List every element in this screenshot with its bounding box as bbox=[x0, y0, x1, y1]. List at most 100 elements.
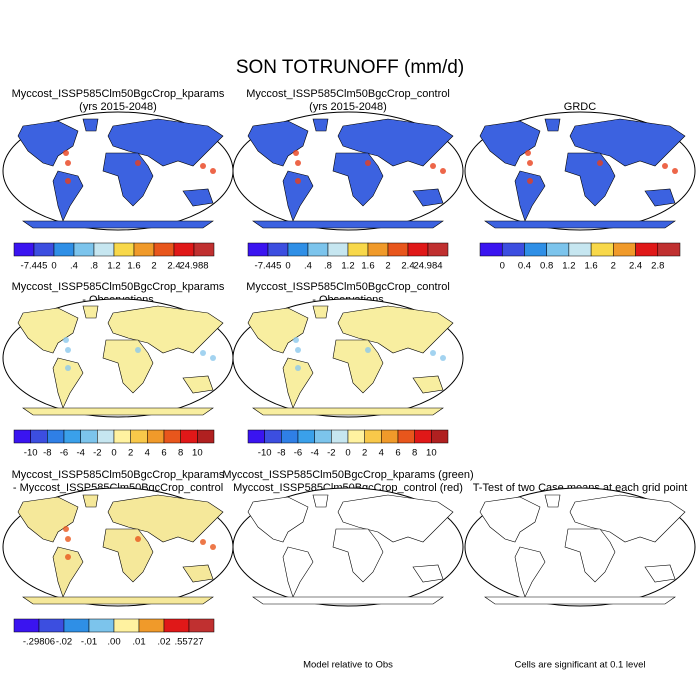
colorbar-swatch bbox=[13, 242, 35, 257]
colorbar-swatch bbox=[479, 242, 503, 257]
colorbar-swatch bbox=[247, 242, 269, 257]
colorbar-swatch bbox=[267, 242, 289, 257]
colorbar-label: 2 bbox=[385, 261, 390, 272]
panel-title: (yrs 2015-2048) bbox=[79, 101, 157, 113]
colorbar-swatch bbox=[63, 618, 90, 633]
hotspot bbox=[527, 160, 533, 166]
hotspot bbox=[65, 554, 71, 560]
hotspot bbox=[295, 347, 301, 353]
colorbar-swatch bbox=[431, 429, 449, 444]
hotspot bbox=[430, 350, 436, 356]
colorbar-swatch bbox=[427, 242, 449, 257]
colorbar-label: 24.984 bbox=[413, 261, 442, 272]
colorbar-swatch bbox=[97, 429, 115, 444]
panel-title: Myccost_ISSP585Clm50BgcCrop_kparams bbox=[12, 469, 225, 481]
colorbar-swatch bbox=[247, 429, 265, 444]
colorbar-swatch bbox=[113, 429, 131, 444]
panel-title: Myccost_ISSP585Clm50BgcCrop_kparams bbox=[12, 88, 225, 100]
colorbar-swatch bbox=[13, 618, 40, 633]
colorbar-swatch bbox=[367, 242, 389, 257]
colorbar-label: -4 bbox=[310, 448, 318, 459]
hotspot bbox=[295, 365, 301, 371]
hotspot bbox=[293, 150, 299, 156]
colorbar-label: 24.988 bbox=[179, 261, 208, 272]
colorbar-label: -7.445 bbox=[21, 261, 48, 272]
colorbar-label: 2.8 bbox=[651, 261, 664, 272]
colorbar-label: -8 bbox=[43, 448, 51, 459]
colorbar-swatch bbox=[113, 618, 140, 633]
map bbox=[2, 111, 234, 231]
hotspot bbox=[65, 160, 71, 166]
colorbar-label: -6 bbox=[294, 448, 302, 459]
colorbar-label: .8 bbox=[324, 261, 332, 272]
panel-note: Model relative to Obs bbox=[303, 660, 393, 671]
panel-title: Myccost_ISSP585Clm50BgcCrop_control bbox=[246, 281, 450, 293]
colorbar-label: 0.4 bbox=[518, 261, 531, 272]
colorbar-label: 2.4 bbox=[629, 261, 642, 272]
colorbar-label: 0 bbox=[51, 261, 56, 272]
colorbar-label: 2.4 bbox=[167, 261, 180, 272]
colorbar-swatch bbox=[147, 429, 165, 444]
colorbar-swatch bbox=[590, 242, 614, 257]
map bbox=[232, 487, 464, 607]
map bbox=[2, 298, 234, 418]
map bbox=[2, 487, 234, 607]
colorbar-label: 2 bbox=[128, 448, 133, 459]
colorbar-swatch bbox=[364, 429, 382, 444]
colorbar-label: -6 bbox=[60, 448, 68, 459]
colorbar-swatch bbox=[314, 429, 332, 444]
colorbar-swatch bbox=[387, 242, 409, 257]
colorbar-swatch bbox=[524, 242, 547, 257]
colorbar-label: .4 bbox=[304, 261, 312, 272]
colorbar-label: .55727 bbox=[174, 637, 203, 648]
colorbar-label: -2 bbox=[327, 448, 335, 459]
hotspot bbox=[210, 544, 216, 550]
map bbox=[232, 298, 464, 418]
map bbox=[464, 111, 696, 231]
colorbar-swatch bbox=[13, 429, 31, 444]
hotspot bbox=[597, 160, 603, 166]
colorbar-label: 0 bbox=[500, 261, 505, 272]
hotspot bbox=[63, 150, 69, 156]
colorbar-swatch bbox=[63, 429, 81, 444]
colorbar-swatch bbox=[307, 242, 329, 257]
colorbar-label: -7.445 bbox=[255, 261, 282, 272]
colorbar-label: 6 bbox=[161, 448, 166, 459]
colorbar-label: .8 bbox=[90, 261, 98, 272]
colorbar-label: -10 bbox=[258, 448, 272, 459]
colorbar-label: .4 bbox=[70, 261, 78, 272]
colorbar-swatch bbox=[414, 429, 432, 444]
hotspot bbox=[65, 347, 71, 353]
hotspot bbox=[63, 337, 69, 343]
colorbar-label: -8 bbox=[277, 448, 285, 459]
colorbar-swatch bbox=[163, 618, 190, 633]
colorbar-swatch bbox=[130, 429, 148, 444]
hotspot bbox=[365, 347, 371, 353]
colorbar-label: -10 bbox=[24, 448, 38, 459]
colorbar-label: 8 bbox=[178, 448, 183, 459]
hotspot bbox=[365, 160, 371, 166]
hotspot bbox=[525, 150, 531, 156]
colorbar-swatch bbox=[568, 242, 592, 257]
colorbar-label: 8 bbox=[412, 448, 417, 459]
colorbar-label: 0 bbox=[111, 448, 116, 459]
colorbar-label: 2 bbox=[611, 261, 616, 272]
colorbar-label: -.02 bbox=[56, 637, 72, 648]
colorbar-swatch bbox=[188, 618, 215, 633]
panel-title: Myccost_ISSP585Clm50BgcCrop_control bbox=[246, 88, 450, 100]
panel-title: GRDC bbox=[564, 101, 596, 113]
hotspot bbox=[527, 178, 533, 184]
colorbar-label: 1.2 bbox=[341, 261, 354, 272]
colorbar-swatch bbox=[197, 429, 215, 444]
colorbar-swatch bbox=[173, 242, 195, 257]
colorbar-label: .00 bbox=[107, 637, 120, 648]
colorbar-swatch bbox=[88, 618, 115, 633]
colorbar-label: 10 bbox=[426, 448, 437, 459]
colorbar-swatch bbox=[93, 242, 115, 257]
colorbar-label: 4 bbox=[145, 448, 150, 459]
colorbar-swatch bbox=[347, 242, 369, 257]
colorbar-label: .02 bbox=[157, 637, 170, 648]
hotspot bbox=[65, 178, 71, 184]
colorbar-swatch bbox=[30, 429, 48, 444]
